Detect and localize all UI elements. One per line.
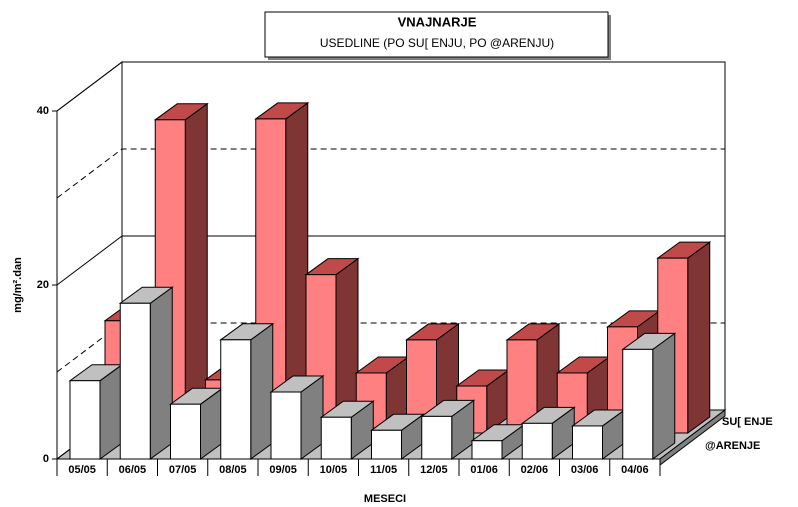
bar (220, 339, 252, 460)
bar (69, 380, 101, 460)
legend-label: SU[ ENJE (722, 416, 773, 428)
x-tick-label: 03/06 (571, 464, 599, 476)
grid-line (56, 235, 725, 286)
y-tick-label: 20 (37, 279, 49, 291)
x-tick-label: 01/06 (470, 464, 498, 476)
x-tick-label: 06/05 (119, 464, 147, 476)
bar-side (149, 286, 173, 460)
chart-title: VNAJNARJE (398, 14, 477, 29)
bars: SU[ ENJE @ARENJE 05/05 06/05 07/05 08/05 09/05… (56, 101, 773, 476)
y-tick-label: 0 (43, 453, 49, 465)
bar (471, 440, 503, 460)
x-tick-label: 07/05 (169, 464, 197, 476)
bar (371, 429, 402, 460)
x-tick-label: 12/05 (420, 464, 448, 476)
bar (622, 348, 654, 460)
title-box (264, 11, 609, 58)
bar (421, 415, 453, 460)
x-tick-label: 04/06 (621, 464, 649, 476)
minor-grid-line (56, 148, 725, 199)
chart-subtitle: USEDLINE (PO SU[ ENJU, PO @ARENJU) (320, 36, 554, 50)
x-tick-label: 05/05 (68, 464, 96, 476)
y-tick-label: 40 (37, 105, 49, 117)
bar (320, 416, 352, 460)
bar (521, 422, 553, 460)
x-tick-label: 10/05 (320, 464, 348, 476)
grid-line (56, 61, 725, 112)
x-tick-label: 02/06 (521, 464, 549, 476)
y-axis-label: mg/m².dan (12, 257, 24, 313)
x-axis-label: MESECI (364, 493, 406, 505)
bar (119, 302, 151, 460)
bar-side (250, 322, 274, 460)
x-tick-label: 11/05 (370, 464, 397, 476)
bar-side (687, 241, 711, 434)
bar (170, 403, 201, 460)
x-tick-label: 09/05 (269, 464, 297, 476)
bar-side (184, 102, 208, 434)
x-tick-label: 08/05 (219, 464, 247, 476)
bar (270, 391, 302, 460)
bar (572, 425, 603, 460)
bar-side (652, 332, 676, 460)
legend-label: @ARENJE (705, 440, 760, 452)
